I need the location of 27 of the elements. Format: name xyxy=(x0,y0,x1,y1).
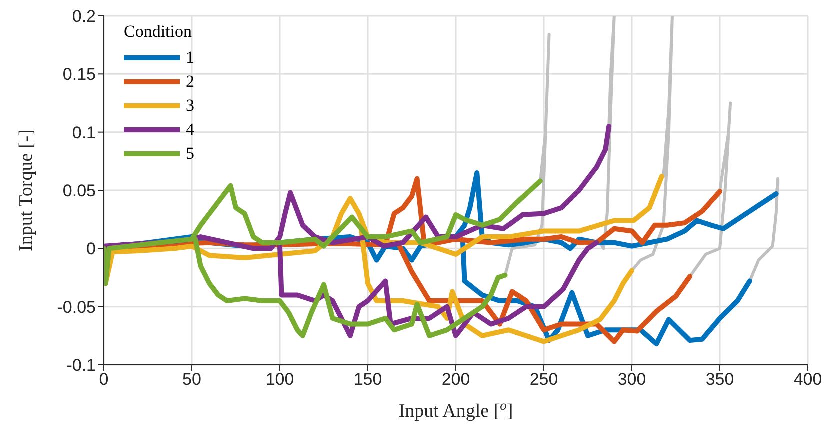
x-tick-label: 300 xyxy=(618,370,646,390)
x-tick-label: 100 xyxy=(266,370,294,390)
y-tick-label: 0.1 xyxy=(72,123,96,142)
y-axis-title: Input Torque [-] xyxy=(16,130,37,252)
legend-label: 5 xyxy=(186,144,194,164)
x-tick-label: 0 xyxy=(99,370,109,390)
legend-label: 1 xyxy=(186,48,194,68)
x-tick-label: 250 xyxy=(530,370,558,390)
y-tick-label: 0 xyxy=(86,240,96,259)
line-series xyxy=(504,33,551,277)
x-tick-label: 350 xyxy=(706,370,734,390)
line-series xyxy=(630,16,674,272)
y-tick-label: 0.15 xyxy=(62,65,96,84)
x-tick-label: 400 xyxy=(794,370,822,390)
y-tick-label: -0.05 xyxy=(57,298,96,317)
y-tick-label: 0.2 xyxy=(72,7,96,26)
legend-label: 4 xyxy=(186,120,194,140)
x-axis-title: Input Angle [$^{o}$] xyxy=(398,398,514,422)
y-tick-label: -0.1 xyxy=(66,356,96,376)
x-tick-label: 50 xyxy=(182,370,202,390)
x-tick-label: 150 xyxy=(354,370,382,390)
legend-title: Condition xyxy=(124,22,194,42)
y-tick-label: 0.05 xyxy=(62,182,96,201)
legend-label: 2 xyxy=(186,72,194,92)
legend-label: 3 xyxy=(186,96,194,116)
x-tick-label: 200 xyxy=(442,370,470,390)
line-series xyxy=(688,102,732,278)
